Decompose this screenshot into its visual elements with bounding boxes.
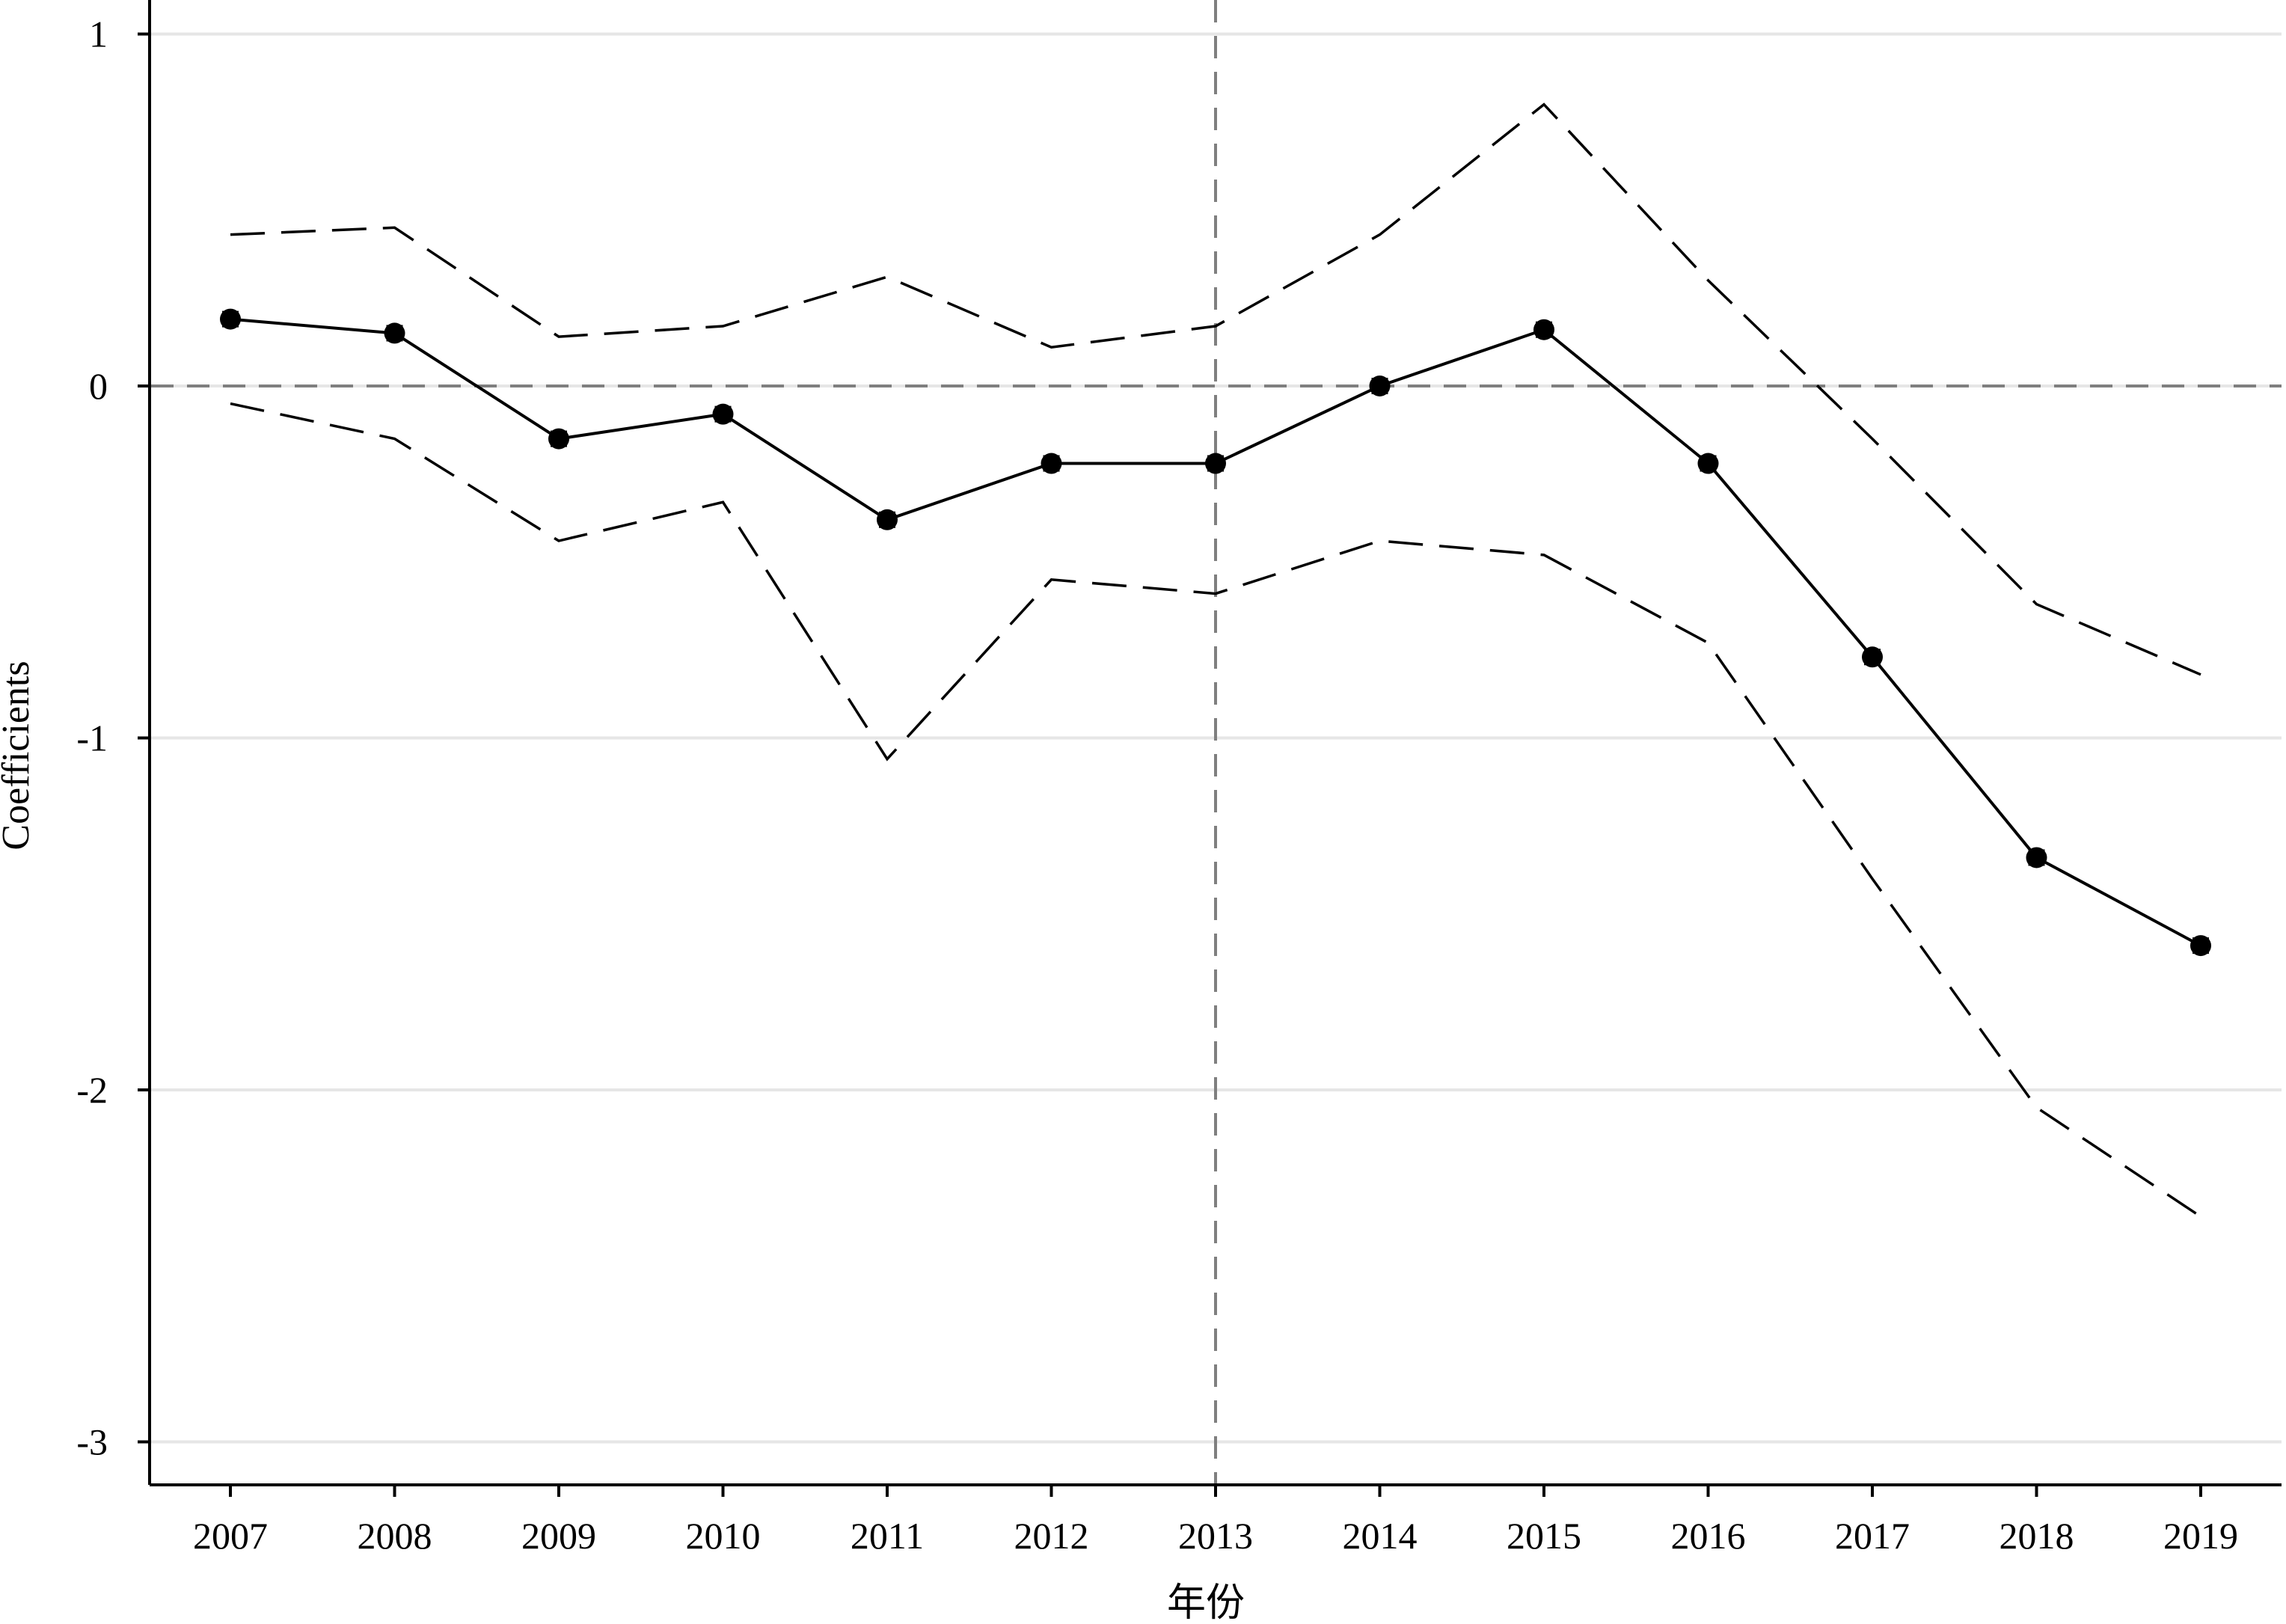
coefficient-point-marker — [2192, 937, 2209, 955]
x-tick-label: 2019 — [2163, 1515, 2238, 1557]
x-ticks: 2007 2008 2009 2010 2011 2012 2013 2014 2015 2016… — [193, 1485, 2238, 1557]
lower-ci-line — [230, 402, 2201, 1218]
series — [220, 102, 2211, 1218]
y-tick-label: 1 — [89, 13, 108, 55]
y-tick-label: 0 — [89, 365, 108, 407]
coefficient-point-marker — [222, 310, 239, 328]
coefficient-point-marker — [1700, 455, 1717, 472]
coefficient-point-marker — [879, 511, 895, 528]
coefficient-point-marker — [1371, 378, 1388, 394]
x-axis-title: 年份 — [1167, 1582, 1245, 1624]
x-tick-label: 2017 — [1835, 1515, 1910, 1557]
coefficient-point-marker — [1043, 455, 1060, 472]
coefficient-point-marker — [2028, 849, 2045, 866]
x-tick-label: 2018 — [2000, 1515, 2074, 1557]
reference-lines — [151, 0, 2282, 1485]
coefficient-point-marker — [714, 405, 732, 423]
y-ticks: 1 0 -1 -2 -3 — [76, 13, 150, 1463]
x-tick-label: 2010 — [686, 1515, 761, 1557]
x-tick-label: 2011 — [851, 1515, 924, 1557]
y-tick-label: -2 — [76, 1069, 108, 1111]
coefficient-point-marker — [386, 325, 403, 342]
coefficient-point-marker — [1864, 649, 1881, 666]
x-tick-label: 2014 — [1343, 1515, 1418, 1557]
coefficient-point-marker — [1536, 321, 1552, 338]
x-tick-label: 2008 — [358, 1515, 432, 1557]
x-tick-label: 2015 — [1507, 1515, 1581, 1557]
y-tick-label: -3 — [76, 1421, 108, 1463]
x-tick-label: 2009 — [521, 1515, 596, 1557]
coefficient-point-marker — [551, 430, 567, 447]
x-tick-label: 2016 — [1671, 1515, 1746, 1557]
x-tick-label: 2013 — [1178, 1515, 1253, 1557]
y-axis-title: Coefficients — [0, 661, 37, 850]
x-tick-label: 2012 — [1014, 1515, 1089, 1557]
coefficient-point-marker — [1207, 455, 1224, 472]
y-tick-label: -1 — [76, 717, 108, 759]
x-tick-label: 2007 — [193, 1515, 268, 1557]
upper-ci-line — [230, 102, 2201, 676]
